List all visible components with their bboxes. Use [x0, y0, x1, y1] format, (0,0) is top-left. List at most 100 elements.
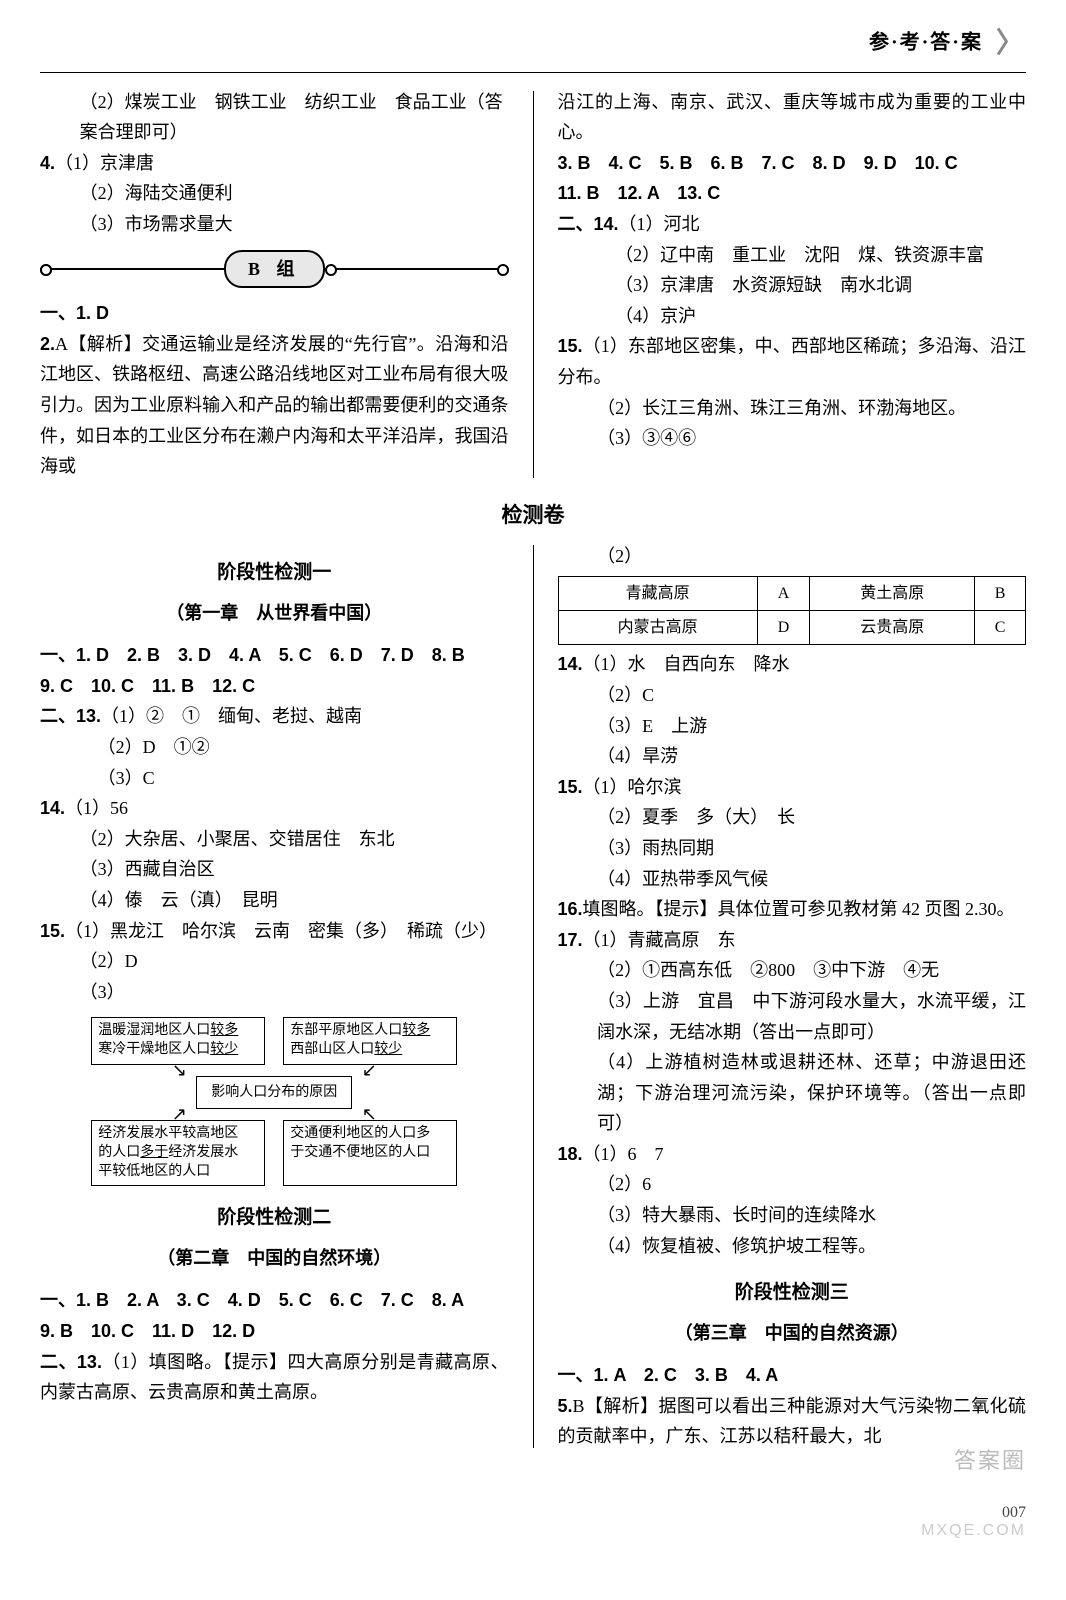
ul-q2-label: 2. — [40, 334, 55, 354]
dg-tr1u: 较多 — [402, 1023, 430, 1038]
upper-left-col: （2）煤炭工业 钢铁工业 纺织工业 食品工业（答案合理即可） 4.（1）京津唐 … — [40, 87, 509, 482]
lr-h4: （4）旱涝 — [558, 741, 1027, 772]
lr-i4: （4）亚热带季风气候 — [558, 864, 1027, 895]
ll-d3: （3） — [40, 977, 509, 1008]
diagram-box-br: 交通便利地区的人口多 于交通不便地区的人口 — [283, 1120, 457, 1187]
lower-divider — [533, 545, 534, 1448]
dg-br1: 交通便利地区的人口多 — [290, 1126, 430, 1141]
cell-r1c1: 青藏高原 — [558, 577, 757, 611]
ul-q4-3: （3）市场需求量大 — [40, 209, 509, 240]
ll-b-label: 二、13. — [40, 706, 101, 726]
lr-k4: （4）上游植树造林或退耕还林、还草；中游退田还湖；下游治理河流污染，保护环境等。… — [558, 1047, 1027, 1139]
ur-ans-row1: 3. B 4. C 5. B 6. B 7. C 8. D 9. D 10. C — [558, 148, 1027, 179]
dg-tr2: 西部山区人口 — [290, 1042, 374, 1057]
ur-q15-2: （2）长江三角洲、珠江三角洲、环渤海地区。 — [558, 393, 1027, 424]
lr-k3: （3）上游 宜昌 中下游河段水量大，水流平缓，江阔水深，无结冰期（答出一点即可） — [558, 986, 1027, 1047]
ll-c1: （1）56 — [65, 798, 128, 818]
ll-t2: 阶段性检测二 — [40, 1202, 509, 1234]
lr-i1: （1）哈尔滨 — [583, 777, 682, 797]
ll-d1: （1）黑龙江 哈尔滨 云南 密集（多） 稀疏（少） — [65, 921, 497, 941]
lower-columns: 阶段性检测一 （第一章 从世界看中国） 一、1. D 2. B 3. D 4. … — [40, 541, 1026, 1452]
diagram-box-tl: 温暖湿润地区人口较多 寒冷干燥地区人口较少 — [91, 1017, 265, 1065]
cell-r2c4: C — [975, 611, 1026, 645]
ll-c-label: 14. — [40, 798, 65, 818]
ur-q14-4: （4）京沪 — [558, 301, 1027, 332]
watermark: 答案圈 — [40, 1442, 1026, 1479]
diagram-box-tr: 东部平原地区人口较多 西部山区人口较少 — [283, 1017, 457, 1065]
ul-q4-2: （2）海陆交通便利 — [40, 178, 509, 209]
ll-b1: （1）② ① 缅甸、老挝、越南 — [101, 706, 362, 726]
upper-divider — [533, 91, 534, 478]
lr-l-label: 18. — [558, 1144, 583, 1164]
table-row: 青藏高原 A 黄土高原 B — [558, 577, 1026, 611]
b-badge: B 组 — [224, 250, 325, 289]
lr-k2: （2）①西高东低 ②800 ③中下游 ④无 — [558, 955, 1027, 986]
lr-l4: （4）恢复植被、修筑护坡工程等。 — [558, 1231, 1027, 1262]
dg-bl2u: 多于 — [140, 1145, 168, 1160]
cell-r2c2: D — [757, 611, 810, 645]
cell-r1c4: B — [975, 577, 1026, 611]
ur-q14: 二、14.（1）河北 — [558, 209, 1027, 240]
ur-ans-row2: 11. B 12. A 13. C — [558, 178, 1027, 209]
dg-bl4: 平较低地区的人口 — [98, 1164, 210, 1179]
dg-tl2: 寒冷干燥地区人口 — [98, 1042, 210, 1057]
lr-h: 14.（1）水 自西向东 降水 — [558, 649, 1027, 680]
ll-b: 二、13.（1）② ① 缅甸、老挝、越南 — [40, 701, 509, 732]
diagram-center-wrap: 影响人口分布的原因 — [84, 1076, 464, 1110]
ur-q15: 15.（1）东部地区密集，中、西部地区稀疏；多沿海、沿江分布。 — [558, 331, 1027, 392]
header-arrow-icon: 〉 — [996, 28, 1026, 59]
lr-j: 16.填图略。【提示】具体位置可参见教材第 42 页图 2.30。 — [558, 894, 1027, 925]
b-line-left — [40, 268, 224, 270]
diagram-center: 影响人口分布的原因 — [196, 1076, 352, 1110]
lr-n-body: 【解析】据图可以看出三种能源对大气污染物二氧化硫的贡献率中，广东、江苏以秸秆最大… — [558, 1396, 1027, 1447]
lr-m1: 一、1. A 2. C 3. B 4. A — [558, 1360, 1027, 1391]
ul-q2: 2.A【解析】交通运输业是经济发展的“先行官”。沿海和沿江地区、铁路枢纽、高速公… — [40, 329, 509, 482]
lr-t3: 阶段性检测三 — [558, 1277, 1027, 1309]
lr-h3: （3）E 上游 — [558, 711, 1027, 742]
lr-k1: （1）青藏高原 东 — [583, 930, 736, 950]
lr-l2: （2）6 — [558, 1169, 1027, 1200]
ll-e2: 9. B 10. C 11. D 12. D — [40, 1316, 509, 1347]
ll-d2: （2）D — [40, 946, 509, 977]
ll-b3: （3）C — [40, 763, 509, 794]
dg-bl3: 经济发展水 — [168, 1145, 238, 1160]
diagram-box-bl: 经济发展水平较高地区 的人口多于经济发展水 平较低地区的人口 — [91, 1120, 265, 1187]
ll-c: 14.（1）56 — [40, 793, 509, 824]
ll-f: 二、13.（1）填图略。【提示】四大高原分别是青藏高原、内蒙古高原、云贵高原和黄… — [40, 1347, 509, 1408]
ul-q4: 4.（1）京津唐 — [40, 148, 509, 179]
ll-t1-sub: （第一章 从世界看中国） — [40, 598, 509, 629]
ll-b2: （2）D ①② — [40, 732, 509, 763]
upper-right-col: 沿江的上海、南京、武汉、重庆等城市成为重要的工业中心。 3. B 4. C 5.… — [558, 87, 1027, 482]
b-line-right — [325, 268, 509, 270]
lr-i-label: 15. — [558, 777, 583, 797]
lr-k: 17.（1）青藏高原 东 — [558, 925, 1027, 956]
header-rule — [40, 72, 1026, 73]
ul-q2-ans: A — [55, 334, 68, 354]
lr-n-ans: B — [573, 1396, 585, 1416]
lr-j-label: 16. — [558, 899, 583, 919]
dg-bl1: 经济发展水平较高地区 — [98, 1126, 238, 1141]
cell-r1c3: 黄土高原 — [810, 577, 975, 611]
watermark-1: 答案圈 — [954, 1448, 1026, 1473]
ul-sec1: 一、1. D — [40, 298, 509, 329]
dg-tl1u: 较多 — [210, 1023, 238, 1038]
ll-t1: 阶段性检测一 — [40, 557, 509, 589]
ll-a1: 一、1. D 2. B 3. D 4. A 5. C 6. D 7. D 8. … — [40, 640, 509, 671]
b-group-divider: B 组 — [40, 250, 509, 289]
dg-br2: 于交通不便地区的人口 — [290, 1145, 430, 1160]
ll-e1: 一、1. B 2. A 3. C 4. D 5. C 6. C 7. C 8. … — [40, 1285, 509, 1316]
ll-c4: （4）傣 云（滇） 昆明 — [40, 885, 509, 916]
lr-h1: （1）水 自西向东 降水 — [583, 654, 790, 674]
header-title: 参·考·答·案 — [869, 31, 983, 53]
upper-columns: （2）煤炭工业 钢铁工业 纺织工业 食品工业（答案合理即可） 4.（1）京津唐 … — [40, 87, 1026, 482]
ur-q15-label: 15. — [558, 336, 583, 356]
ll-c3: （3）西藏自治区 — [40, 854, 509, 885]
cell-r1c2: A — [757, 577, 810, 611]
lr-h2: （2）C — [558, 680, 1027, 711]
cell-r2c1: 内蒙古高原 — [558, 611, 757, 645]
dg-tl1: 温暖湿润地区人口 — [98, 1023, 210, 1038]
ul-line-1: （2）煤炭工业 钢铁工业 纺织工业 食品工业（答案合理即可） — [40, 87, 509, 148]
ll-d-label: 15. — [40, 921, 65, 941]
lr-i2: （2）夏季 多（大） 长 — [558, 802, 1027, 833]
plateau-table: 青藏高原 A 黄土高原 B 内蒙古高原 D 云贵高原 C — [558, 576, 1027, 645]
